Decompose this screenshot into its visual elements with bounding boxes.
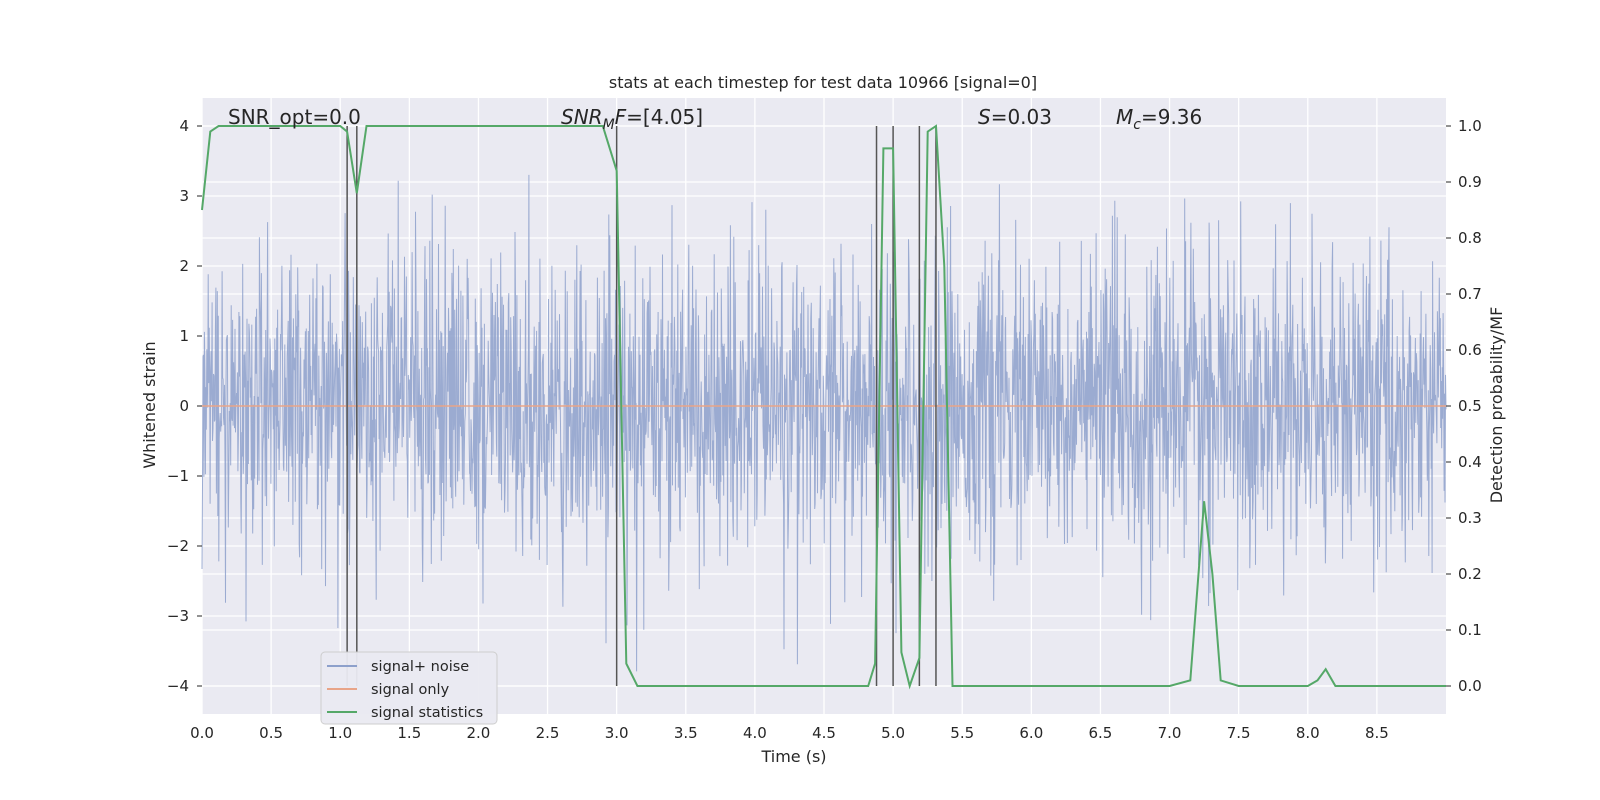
x-tick-label: 7.5 <box>1227 724 1251 742</box>
legend: signal+ noise signal only signal statistic… <box>320 651 498 725</box>
legend-label: signal only <box>371 682 450 698</box>
y-right-tick-label: 0.4 <box>1458 453 1482 471</box>
x-tick-label: 0.5 <box>259 724 283 742</box>
x-tick-label: 4.5 <box>812 724 836 742</box>
x-tick-label: 8.5 <box>1365 724 1389 742</box>
annotation-snr-opt: SNR_opt=0.0 <box>228 105 361 129</box>
x-tick-label: 3.5 <box>674 724 698 742</box>
x-tick-label: 2.5 <box>536 724 560 742</box>
y-right-tick-label: 0.9 <box>1458 173 1482 191</box>
y-tick-label: 4 <box>179 117 189 135</box>
y-right-tick-label: 0.7 <box>1458 285 1482 303</box>
annotation-snr-mf: SNRMF=[4.05] <box>561 105 703 133</box>
y-right-tick-label: 0.2 <box>1458 565 1482 583</box>
y-tick-label: 0 <box>179 397 189 415</box>
legend-label: signal statistics <box>371 705 483 721</box>
x-tick-label: 3.0 <box>605 724 629 742</box>
x-tick-label: 2.0 <box>467 724 491 742</box>
y-right-tick-label: 0.5 <box>1458 397 1482 415</box>
x-tick-label: 6.0 <box>1019 724 1043 742</box>
legend-label: signal+ noise <box>371 659 469 675</box>
x-tick-label: 1.0 <box>328 724 352 742</box>
annotation-mc: Mc=9.36 <box>1116 105 1202 133</box>
y-axis-label: Whitened strain <box>140 341 159 468</box>
x-axis-label: Time (s) <box>760 747 826 766</box>
y-right-tick-label: 0.6 <box>1458 341 1482 359</box>
y-axis-ticks: 4 3 2 1 0 −1 −2 −3 −4 <box>167 117 202 695</box>
x-tick-label: 5.0 <box>881 724 905 742</box>
y-tick-label: −1 <box>167 467 189 485</box>
y-tick-label: 3 <box>179 187 189 205</box>
x-tick-label: 4.0 <box>743 724 767 742</box>
series-signal-statistics <box>201 124 1446 690</box>
y-right-tick-label: 1.0 <box>1458 117 1482 135</box>
annotation-s: S=0.03 <box>978 105 1052 129</box>
y-tick-label: −3 <box>167 607 189 625</box>
x-tick-label: 8.0 <box>1296 724 1320 742</box>
signal-statistics-line <box>201 124 1446 690</box>
legend-box <box>320 651 498 725</box>
y-right-tick-label: 0.8 <box>1458 229 1482 247</box>
y-tick-label: −2 <box>167 537 189 555</box>
y-tick-label: 2 <box>179 257 189 275</box>
x-tick-label: 6.5 <box>1089 724 1113 742</box>
y-tick-label: 1 <box>179 327 189 345</box>
chart-title: stats at each timestep for test data 109… <box>609 73 1037 92</box>
y-tick-label: −4 <box>167 677 189 695</box>
x-tick-label: 7.0 <box>1158 724 1182 742</box>
series-signal-plus-noise <box>201 174 1447 672</box>
x-tick-label: 1.5 <box>397 724 421 742</box>
x-tick-label: 0.0 <box>190 724 214 742</box>
annotations: SNR_opt=0.0 SNRMF=[4.05] S=0.03 Mc=9.36 <box>228 105 1202 133</box>
y-right-tick-label: 0.0 <box>1458 677 1482 695</box>
noise-line <box>201 174 1447 672</box>
y-axis-right-ticks: 1.0 0.9 0.8 0.7 0.6 0.5 0.4 0.3 0.2 0.1 0.0 <box>1446 117 1482 695</box>
x-tick-label: 5.5 <box>950 724 974 742</box>
y-right-tick-label: 0.3 <box>1458 509 1482 527</box>
y-axis-right-label: Detection probability/MF <box>1487 307 1506 504</box>
y-right-tick-label: 0.1 <box>1458 621 1482 639</box>
x-axis-ticks: 0.0 0.5 1.0 1.5 2.0 2.5 3.0 3.5 4.0 4.5 5.0 5.5 6.0 6… <box>190 724 1389 742</box>
